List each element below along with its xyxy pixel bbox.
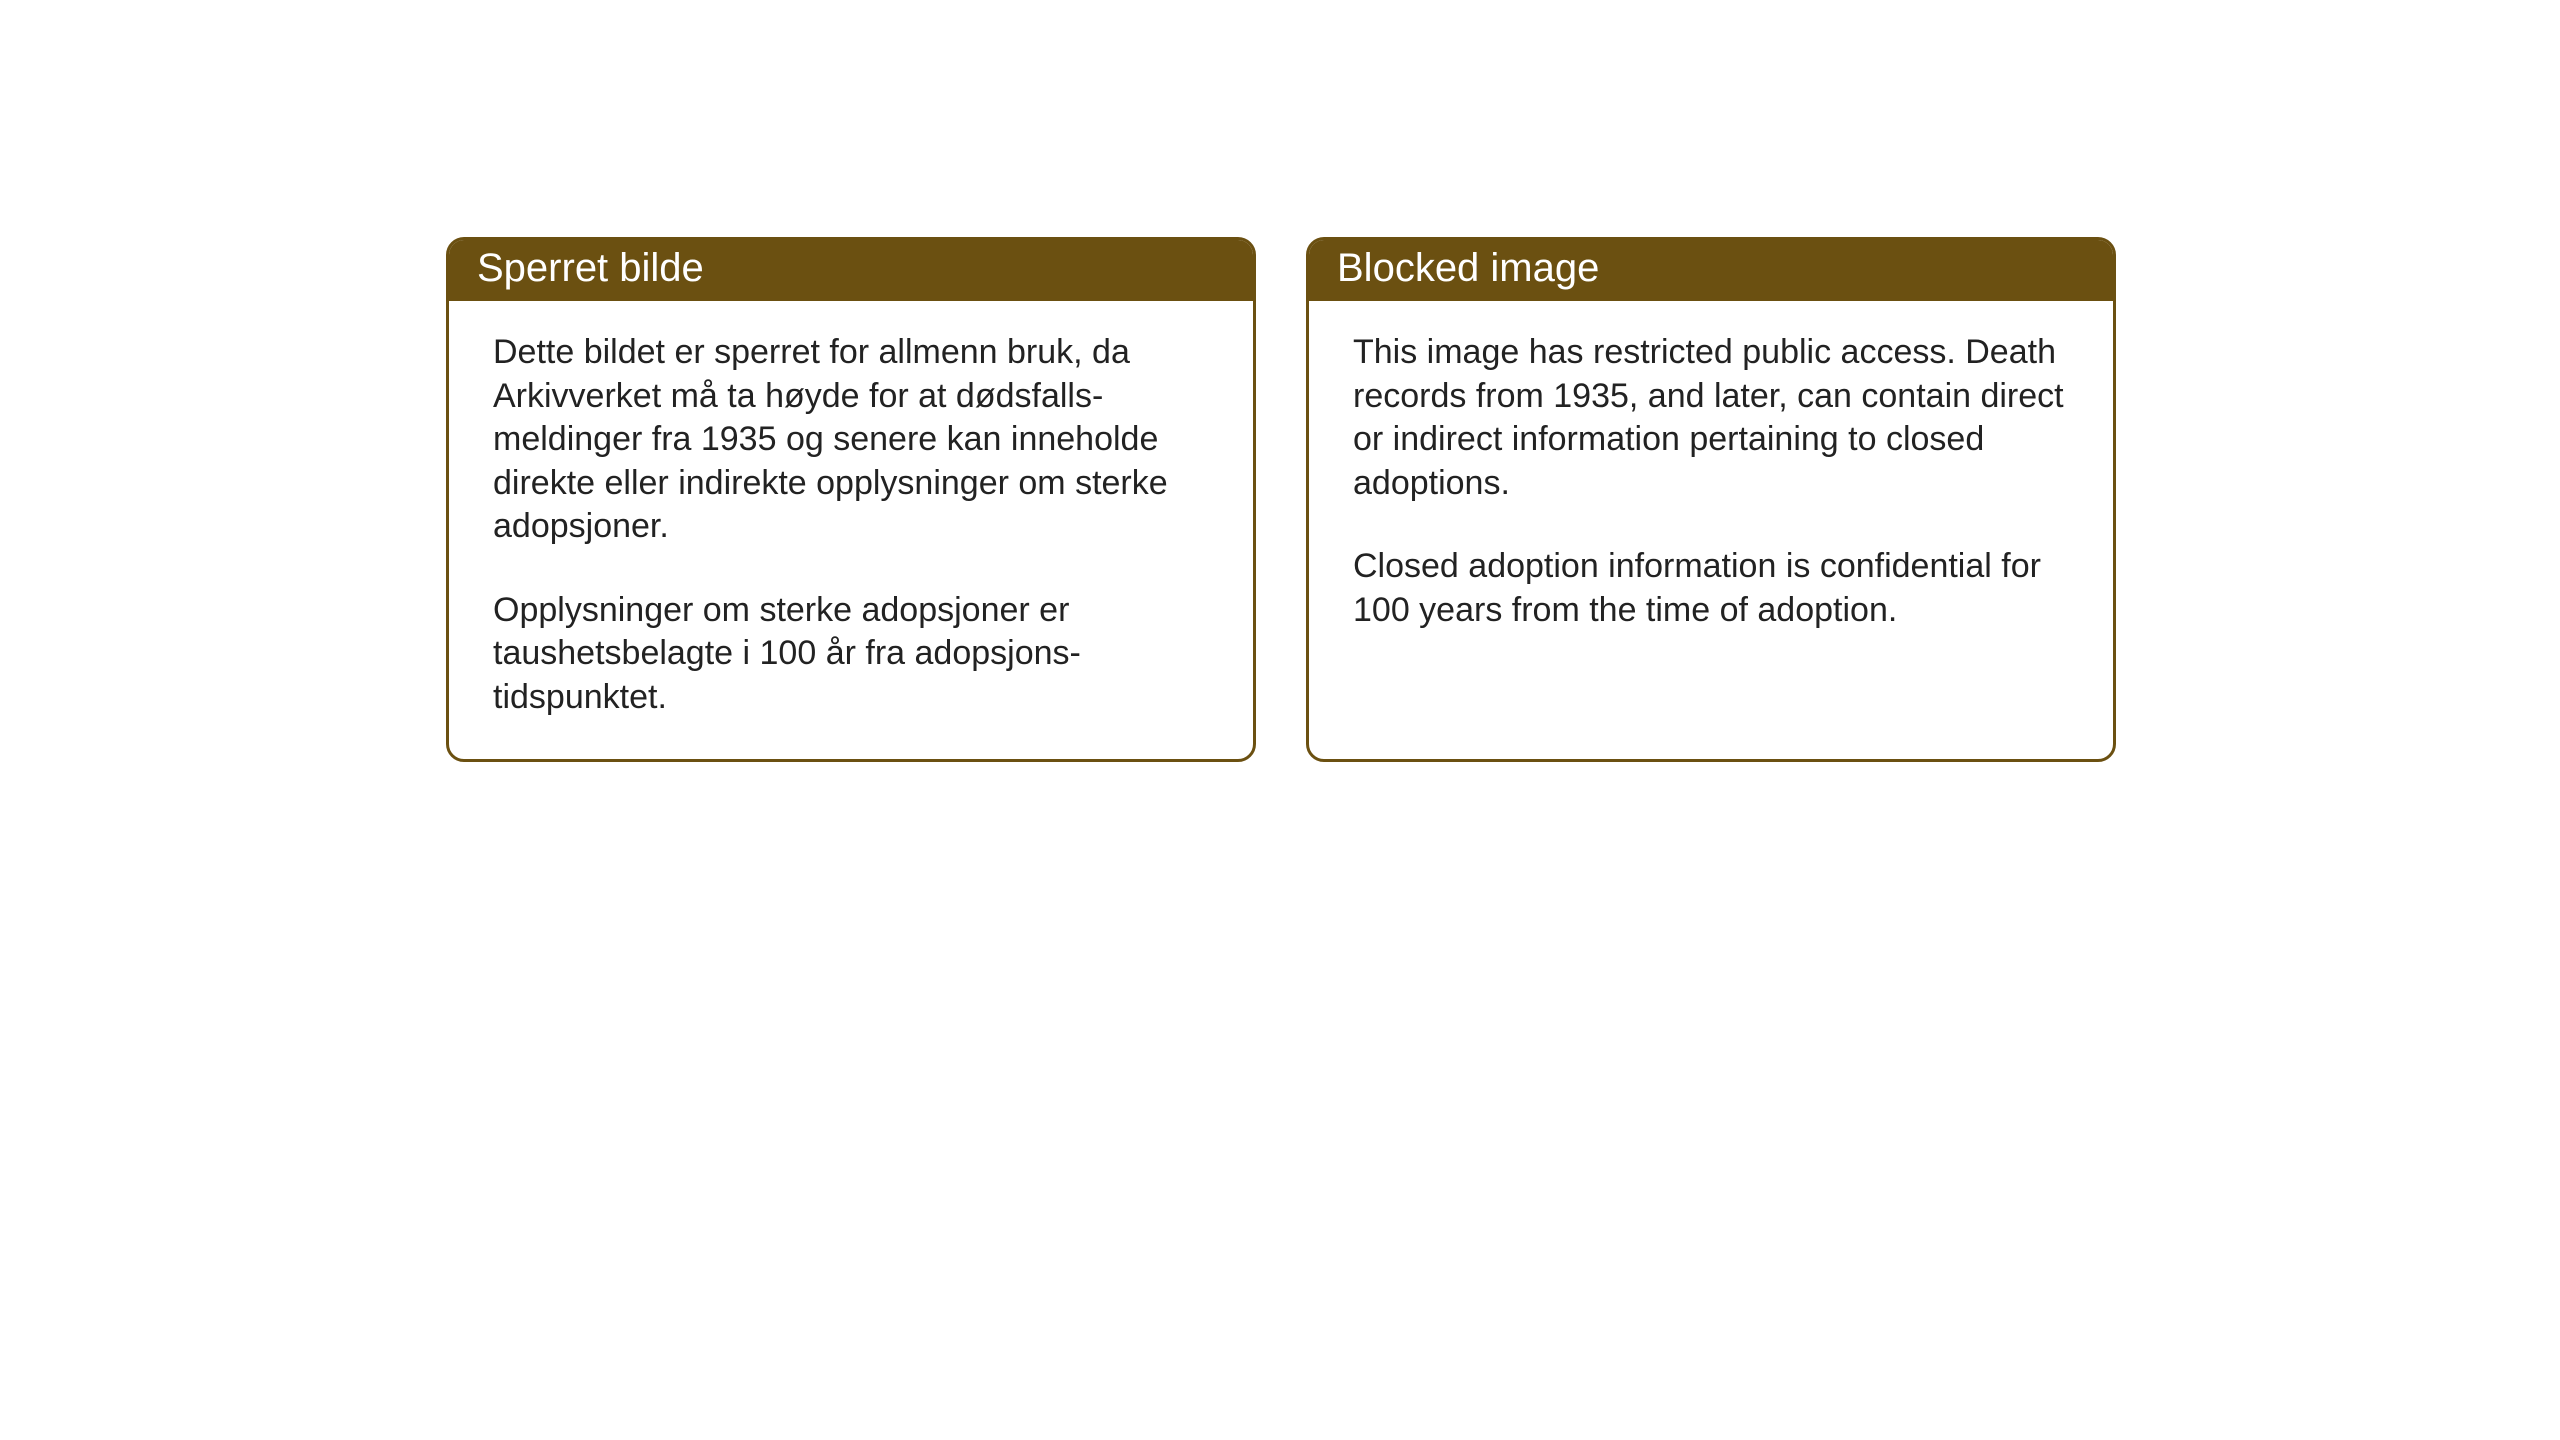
card-header-english: Blocked image bbox=[1309, 240, 2113, 301]
card-paragraph-2-english: Closed adoption information is confident… bbox=[1353, 545, 2069, 632]
card-paragraph-1-norwegian: Dette bildet er sperret for allmenn bruk… bbox=[493, 331, 1209, 549]
notice-card-norwegian: Sperret bilde Dette bildet er sperret fo… bbox=[446, 237, 1256, 762]
notice-cards-container: Sperret bilde Dette bildet er sperret fo… bbox=[446, 237, 2116, 762]
card-body-norwegian: Dette bildet er sperret for allmenn bruk… bbox=[449, 301, 1253, 759]
card-title-english: Blocked image bbox=[1337, 246, 1599, 290]
notice-card-english: Blocked image This image has restricted … bbox=[1306, 237, 2116, 762]
card-title-norwegian: Sperret bilde bbox=[477, 246, 704, 290]
card-paragraph-1-english: This image has restricted public access.… bbox=[1353, 331, 2069, 505]
card-body-english: This image has restricted public access.… bbox=[1309, 301, 2113, 721]
card-header-norwegian: Sperret bilde bbox=[449, 240, 1253, 301]
card-paragraph-2-norwegian: Opplysninger om sterke adopsjoner er tau… bbox=[493, 589, 1209, 720]
